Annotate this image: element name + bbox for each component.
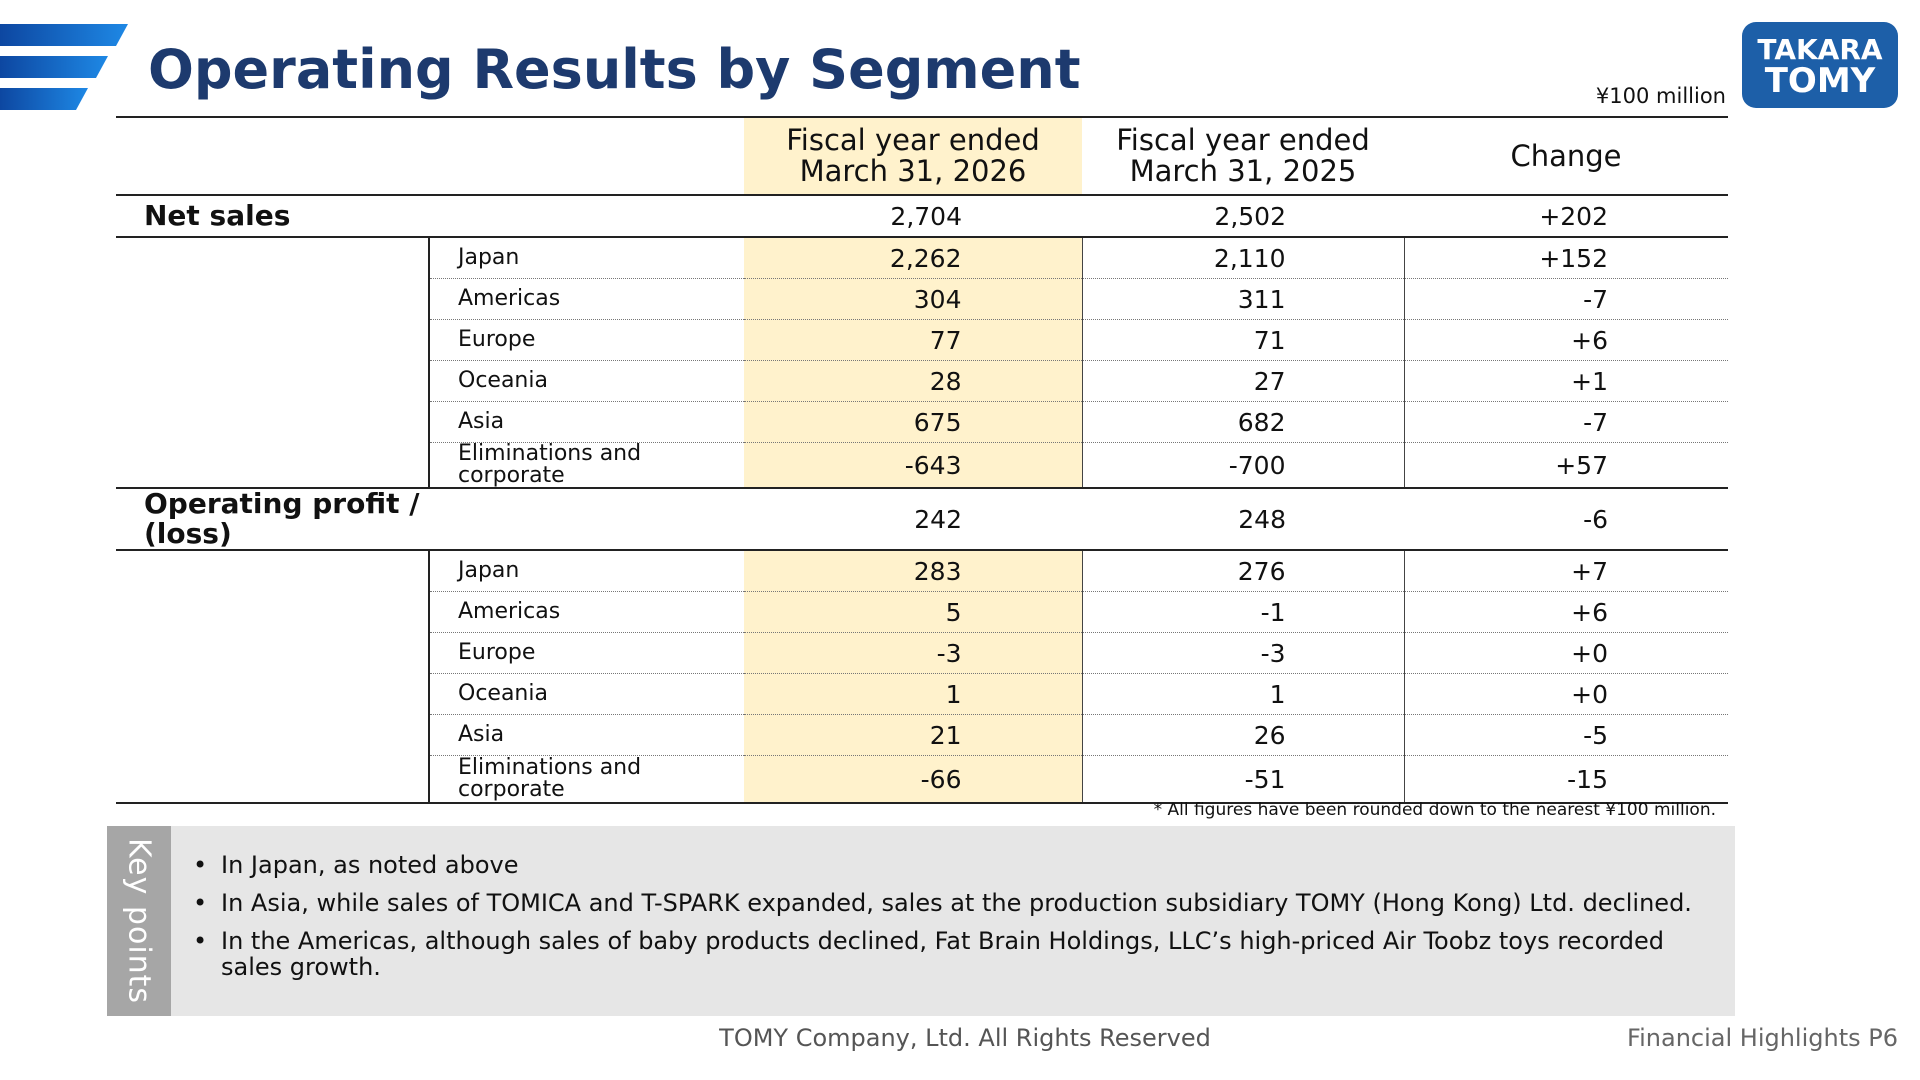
segment-value-cell: +0: [1404, 632, 1728, 674]
key-points-label: Key points: [121, 837, 157, 1005]
segment-label: Europe: [429, 632, 744, 674]
segment-value-cell: +6: [1404, 591, 1728, 633]
key-points-panel: Key points • In Japan, as noted above • In…: [107, 826, 1735, 1016]
bullet-icon: •: [193, 927, 208, 955]
segment-label: Japan: [429, 550, 744, 592]
segment-value-cell: -700: [1082, 442, 1405, 489]
section-total-row: Net sales 2,704 2,502 +202: [116, 195, 1728, 237]
segment-row: Americas 5 -1 +6: [116, 591, 1728, 633]
segment-value-cell: -51: [1082, 755, 1405, 804]
segment-value-cell: 5: [744, 591, 1083, 633]
segment-value-cell: 1: [744, 673, 1083, 715]
total-value-cell: 248: [1238, 504, 1286, 534]
segment-label: Eliminations and corporate: [429, 442, 744, 489]
segment-label: Oceania: [429, 673, 744, 715]
segment-value-cell: 283: [744, 550, 1083, 592]
takara-tomy-logo: TAKARA TOMY: [1742, 22, 1898, 108]
segment-value-cell: +0: [1404, 673, 1728, 715]
segment-row: Oceania 1 1 +0: [116, 673, 1728, 715]
segment-value-cell: 28: [744, 360, 1083, 402]
total-value-cell: 2,704: [890, 201, 962, 231]
segment-label: Asia: [429, 714, 744, 756]
segment-value-cell: 682: [1082, 401, 1405, 443]
footnote: * All figures have been rounded down to …: [1153, 800, 1716, 820]
segment-value-cell: -5: [1404, 714, 1728, 756]
total-value-cell: +202: [1539, 201, 1608, 231]
segment-value-cell: -3: [1082, 632, 1405, 674]
segment-label: Japan: [429, 237, 744, 279]
key-point-item: • In Japan, as noted above: [193, 851, 519, 879]
key-point-item: • In the Americas, although sales of baby…: [193, 927, 1664, 981]
segment-value-cell: 71: [1082, 319, 1405, 361]
segment-label: Europe: [429, 319, 744, 361]
total-value-cell: 2,502: [1214, 201, 1286, 231]
segment-row: Americas 304 311 -7: [116, 278, 1728, 320]
segment-value-cell: +152: [1404, 237, 1728, 279]
unit-note: ¥100 million: [1595, 84, 1726, 108]
header-stripes-decoration: [0, 24, 128, 110]
segment-row: Oceania 28 27 +1: [116, 360, 1728, 402]
segment-label: Americas: [429, 278, 744, 320]
header-fy2025: Fiscal year ended March 31, 2025: [1116, 123, 1370, 188]
segment-value-cell: -643: [744, 442, 1083, 489]
segment-label: Asia: [429, 401, 744, 443]
segment-value-cell: -15: [1404, 755, 1728, 804]
copyright: TOMY Company, Ltd. All Rights Reserved: [719, 1024, 1211, 1052]
segment-results-table: Fiscal year ended March 31, 2026 Fiscal …: [116, 116, 1728, 804]
segment-row: Europe -3 -3 +0: [116, 632, 1728, 674]
segment-value-cell: 304: [744, 278, 1083, 320]
key-point-item: • In Asia, while sales of TOMICA and T-SP…: [193, 889, 1692, 917]
page-reference: Financial Highlights P6: [1627, 1024, 1898, 1052]
segment-value-cell: 1: [1082, 673, 1405, 715]
bullet-icon: •: [193, 889, 208, 917]
segment-row: Eliminations and corporate -66 -51 -15: [116, 755, 1728, 804]
segment-value-cell: 311: [1082, 278, 1405, 320]
bullet-icon: •: [193, 851, 208, 879]
segment-value-cell: 2,110: [1082, 237, 1405, 279]
segment-value-cell: 77: [744, 319, 1083, 361]
segment-row: Eliminations and corporate -643 -700 +57: [116, 442, 1728, 489]
segment-value-cell: -1: [1082, 591, 1405, 633]
segment-value-cell: -66: [744, 755, 1083, 804]
segment-value-cell: +7: [1404, 550, 1728, 592]
segment-value-cell: 21: [744, 714, 1083, 756]
segment-value-cell: 26: [1082, 714, 1405, 756]
segment-value-cell: +6: [1404, 319, 1728, 361]
section-label: Operating profit / (loss): [144, 487, 420, 550]
header-change: Change: [1510, 138, 1622, 173]
segment-label: Americas: [429, 591, 744, 633]
segment-value-cell: 276: [1082, 550, 1405, 592]
key-points-list: • In Japan, as noted above • In Asia, whil…: [187, 852, 1707, 992]
segment-row: Asia 21 26 -5: [116, 714, 1728, 756]
section-total-row: Operating profit / (loss) 242 248 -6: [116, 488, 1728, 550]
segment-value-cell: -7: [1404, 401, 1728, 443]
total-value-cell: -6: [1583, 504, 1608, 534]
segment-value-cell: 27: [1082, 360, 1405, 402]
section-label: Net sales: [144, 199, 291, 232]
segment-row: Asia 675 682 -7: [116, 401, 1728, 443]
logo-line1: TAKARA: [1757, 33, 1883, 66]
segment-value-cell: +1: [1404, 360, 1728, 402]
segment-value-cell: 675: [744, 401, 1083, 443]
segment-label: Oceania: [429, 360, 744, 402]
key-points-tab: Key points: [107, 826, 171, 1016]
segment-value-cell: 2,262: [744, 237, 1083, 279]
segment-label: Eliminations and corporate: [429, 755, 744, 804]
segment-value-cell: -3: [744, 632, 1083, 674]
table-header-row: Fiscal year ended March 31, 2026 Fiscal …: [116, 117, 1728, 195]
segment-value-cell: -7: [1404, 278, 1728, 320]
page-title: Operating Results by Segment: [148, 38, 1081, 101]
logo-line2: TOMY: [1765, 61, 1876, 101]
total-value-cell: 242: [914, 504, 962, 534]
segment-value-cell: +57: [1404, 442, 1728, 489]
header-fy2026: Fiscal year ended March 31, 2026: [744, 117, 1082, 195]
segment-row: Japan 2,262 2,110 +152: [116, 237, 1728, 279]
segment-row: Europe 77 71 +6: [116, 319, 1728, 361]
segment-row: Japan 283 276 +7: [116, 550, 1728, 592]
